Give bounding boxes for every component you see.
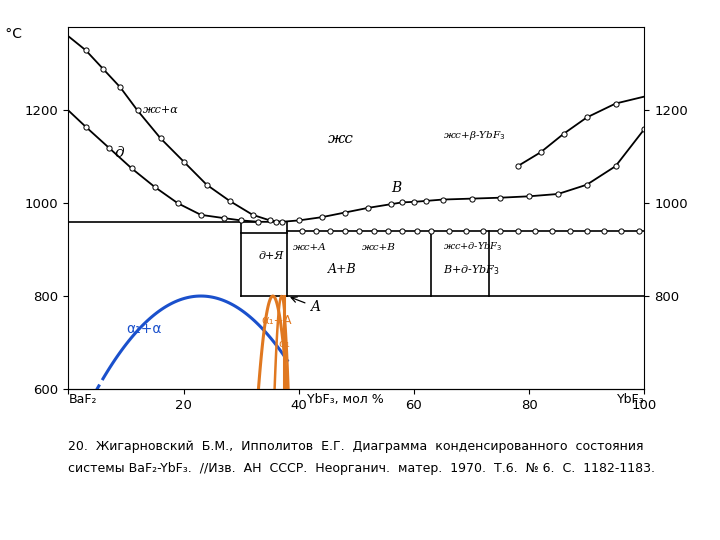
- Point: [224, 197, 235, 205]
- Point: [97, 64, 109, 73]
- Point: [411, 227, 423, 235]
- Point: [310, 227, 322, 235]
- Point: [564, 227, 575, 235]
- Point: [639, 125, 650, 133]
- Point: [610, 99, 621, 108]
- Point: [633, 227, 644, 235]
- Text: YbF₃, мол %: YbF₃, мол %: [307, 394, 383, 407]
- Text: α₁+α: α₁+α: [126, 322, 161, 336]
- Text: жс+д-YbF$_3$: жс+д-YbF$_3$: [443, 241, 503, 253]
- Point: [264, 216, 276, 225]
- Point: [558, 130, 570, 138]
- Text: системы BaF₂-YbF₃.  //Изв.  АН  СССР.  Неорганич.  матер.  1970.  Т.6.  № 6.  С.: системы BaF₂-YbF₃. //Изв. АН СССР. Неорг…: [68, 462, 655, 475]
- Point: [362, 204, 374, 212]
- Point: [466, 194, 477, 203]
- Text: д: д: [114, 146, 124, 160]
- Point: [368, 227, 379, 235]
- Point: [495, 227, 506, 235]
- Point: [126, 164, 138, 173]
- Text: t, °C: t, °C: [0, 27, 22, 41]
- Point: [354, 227, 365, 235]
- Point: [408, 198, 420, 206]
- Text: α₁: α₁: [279, 339, 290, 349]
- Point: [172, 199, 184, 207]
- Point: [178, 157, 189, 166]
- Text: BaF₂: BaF₂: [68, 394, 97, 407]
- Text: A: A: [291, 297, 320, 314]
- Point: [218, 214, 230, 222]
- Text: YbF₃: YbF₃: [617, 394, 644, 407]
- Point: [80, 46, 91, 55]
- Point: [420, 197, 431, 205]
- Point: [316, 213, 328, 221]
- Point: [385, 200, 397, 208]
- Text: д+Я: д+Я: [258, 251, 284, 261]
- Point: [581, 180, 593, 189]
- Point: [155, 134, 166, 143]
- Text: B+д-YbF$_3$: B+д-YbF$_3$: [443, 263, 500, 276]
- Point: [103, 143, 114, 152]
- Point: [235, 216, 247, 225]
- Point: [512, 227, 523, 235]
- Point: [546, 227, 558, 235]
- Point: [132, 106, 143, 115]
- Point: [296, 227, 307, 235]
- Point: [581, 227, 593, 235]
- Point: [270, 218, 282, 226]
- Point: [529, 227, 541, 235]
- Point: [114, 83, 126, 92]
- Point: [276, 218, 287, 226]
- Point: [382, 227, 394, 235]
- Text: жс+B: жс+B: [362, 242, 396, 252]
- Point: [581, 113, 593, 122]
- Text: жс+α: жс+α: [143, 105, 179, 115]
- Point: [495, 193, 506, 202]
- Point: [477, 227, 489, 235]
- Point: [552, 190, 564, 198]
- Point: [535, 148, 546, 157]
- Point: [339, 227, 351, 235]
- Point: [293, 216, 305, 225]
- Text: α₁+A: α₁+A: [261, 314, 292, 327]
- Point: [426, 227, 437, 235]
- Point: [253, 218, 264, 226]
- Point: [80, 123, 91, 131]
- Text: жс: жс: [328, 132, 354, 146]
- Point: [149, 183, 161, 191]
- Point: [195, 211, 207, 219]
- Point: [443, 227, 454, 235]
- Text: A+B: A+B: [328, 263, 356, 276]
- Point: [201, 180, 212, 189]
- Text: 20.  Жигарновский  Б.М.,  Ипполитов  Е.Г.  Диаграмма  конденсированного  состоян: 20. Жигарновский Б.М., Ипполитов Е.Г. Ди…: [68, 440, 644, 453]
- Point: [512, 162, 523, 171]
- Text: B: B: [391, 181, 401, 194]
- Point: [523, 192, 535, 201]
- Point: [325, 227, 336, 235]
- Point: [616, 227, 627, 235]
- Point: [397, 198, 408, 207]
- Point: [460, 227, 472, 235]
- Point: [598, 227, 610, 235]
- Point: [610, 162, 621, 171]
- Text: жс+β-YbF$_3$: жс+β-YbF$_3$: [443, 129, 505, 143]
- Point: [437, 195, 449, 204]
- Point: [247, 211, 258, 219]
- Text: жс+A: жс+A: [293, 242, 327, 252]
- Point: [397, 227, 408, 235]
- Point: [339, 208, 351, 217]
